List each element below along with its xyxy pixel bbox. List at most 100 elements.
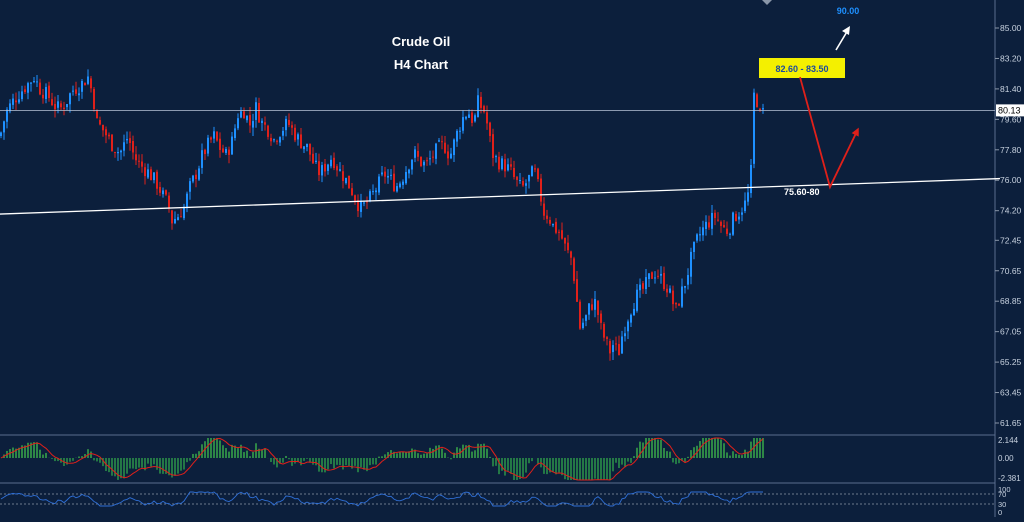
candle-body: [573, 258, 575, 281]
candle-body: [612, 345, 614, 353]
candle-body: [288, 119, 290, 125]
candle-body: [741, 212, 743, 215]
candle-body: [744, 200, 746, 212]
price-tick-label: 74.20: [1000, 206, 1022, 216]
candle-body: [663, 272, 665, 290]
candle-body: [492, 134, 494, 159]
candle-body: [474, 115, 476, 122]
candle-body: [204, 149, 206, 155]
candle-body: [303, 146, 305, 150]
candle-body: [294, 127, 296, 141]
candle-body: [687, 275, 689, 285]
candle-body: [36, 81, 38, 83]
macd-oscillator: 2.144 0.00 -2.381: [0, 436, 1021, 483]
candle-body: [195, 174, 197, 180]
candle-body: [606, 337, 608, 339]
candle-body: [123, 142, 125, 151]
candle-body: [246, 115, 248, 121]
candles: [0, 69, 764, 361]
price-axis: 85.00 83.20 81.40 79.60 77.80 76.00 74.20 72.45…: [995, 23, 1022, 428]
candle-body: [114, 151, 116, 153]
resistance-zone-label: 82.60 - 83.50: [775, 64, 828, 74]
candle-body: [618, 344, 620, 356]
candle-body: [387, 175, 389, 178]
candle-body: [597, 300, 599, 315]
candle-body: [252, 121, 254, 128]
candle-body: [561, 230, 563, 239]
candle-body: [519, 179, 521, 181]
candle-body: [633, 308, 635, 316]
candle-body: [228, 149, 230, 155]
candle-body: [108, 134, 110, 137]
candle-body: [291, 125, 293, 128]
candle-body: [57, 101, 59, 108]
candle-body: [672, 290, 674, 305]
candle-body: [276, 140, 278, 142]
candle-body: [375, 190, 377, 193]
candle-body: [510, 164, 512, 167]
candle-body: [417, 150, 419, 157]
candle-body: [306, 143, 308, 148]
candle-body: [258, 103, 260, 123]
candle-body: [192, 175, 194, 182]
candle-body: [465, 116, 467, 119]
candle-body: [693, 241, 695, 253]
candle-body: [528, 174, 530, 182]
candle-body: [579, 301, 581, 329]
candle-body: [582, 322, 584, 329]
candle-body: [312, 153, 314, 164]
price-tick-label: 76.00: [1000, 175, 1022, 185]
candle-body: [165, 190, 167, 195]
candle-body: [621, 336, 623, 354]
candle-body: [120, 150, 122, 153]
candle-body: [30, 82, 32, 84]
candle-body: [756, 94, 758, 108]
candle-body: [480, 96, 482, 108]
candle-body: [132, 140, 134, 153]
rsi-level-label: 0: [998, 508, 1002, 517]
price-tick-label: 67.05: [1000, 327, 1022, 337]
price-tick-label: 68.85: [1000, 296, 1022, 306]
candle-body: [714, 212, 716, 219]
candle-body: [576, 279, 578, 302]
candle-body: [651, 272, 653, 279]
candle-body: [18, 99, 20, 103]
candle-body: [264, 122, 266, 125]
candle-body: [432, 156, 434, 158]
candle-body: [666, 288, 668, 293]
candle-body: [342, 171, 344, 182]
candle-body: [54, 103, 56, 110]
candle-body: [273, 139, 275, 141]
price-tick-label: 61.65: [1000, 418, 1022, 428]
candle-body: [324, 163, 326, 172]
candle-body: [15, 100, 17, 103]
candle-body: [99, 120, 101, 125]
candle-body: [555, 221, 557, 233]
candle-body: [624, 333, 626, 337]
candle-body: [594, 299, 596, 310]
candle-body: [366, 201, 368, 203]
candle-body: [75, 89, 77, 94]
candle-body: [372, 191, 374, 193]
candle-body: [708, 222, 710, 228]
candle-body: [462, 117, 464, 131]
candle-body: [450, 153, 452, 159]
candle-body: [477, 95, 479, 118]
price-tick-label: 72.45: [1000, 235, 1022, 245]
candle-body: [615, 343, 617, 345]
candle-body: [66, 104, 68, 108]
candle-body: [255, 102, 257, 120]
candle-body: [225, 148, 227, 153]
price-tick-label: 81.40: [1000, 84, 1022, 94]
candle-body: [396, 186, 398, 192]
candle-body: [39, 82, 41, 95]
candle-body: [21, 91, 23, 100]
candle-body: [138, 160, 140, 162]
candle-body: [282, 130, 284, 136]
candle-body: [183, 206, 185, 219]
candle-body: [516, 176, 518, 180]
candle-body: [3, 121, 5, 133]
candle-body: [9, 103, 11, 112]
candle-body: [180, 216, 182, 218]
candle-body: [495, 156, 497, 158]
